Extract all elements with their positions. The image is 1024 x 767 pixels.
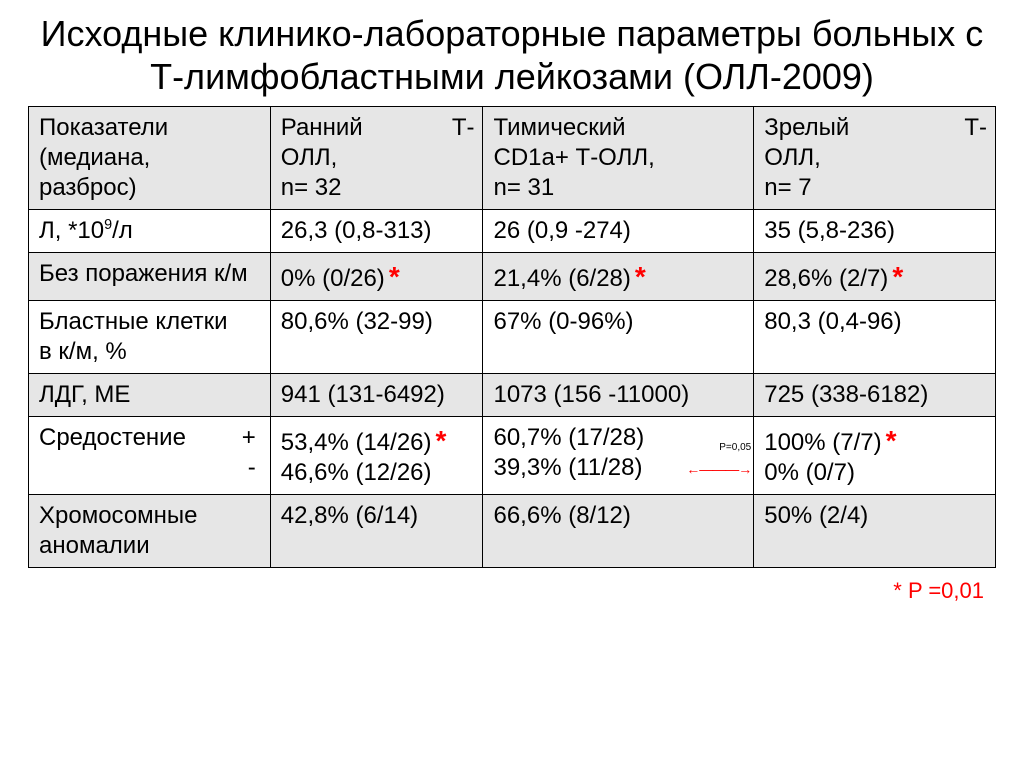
cell-value: 725 (338-6182) xyxy=(754,374,996,417)
hdr-text: ОЛЛ, xyxy=(281,144,338,171)
hdr-text: Зрелый xyxy=(764,113,849,143)
cell-value: 42,8% (6/14) xyxy=(270,495,483,568)
row-label: Бластные клетки в к/м, % xyxy=(29,301,271,374)
table-row: Хромосомные аномалии 42,8% (6/14) 66,6% … xyxy=(29,495,996,568)
value-text: 39,3% (11/28) xyxy=(493,454,642,481)
cell-value: 0% (0/26)* xyxy=(270,253,483,301)
hdr-text: Показатели xyxy=(39,114,168,141)
label-text: Бластные клетки xyxy=(39,308,228,335)
cell-value: 941 (131-6492) xyxy=(270,374,483,417)
cell-value: 1073 (156 -11000) xyxy=(483,374,754,417)
minus-sign: - xyxy=(248,454,256,481)
significance-star-icon: * xyxy=(635,261,646,292)
cell-value: 80,3 (0,4-96) xyxy=(754,301,996,374)
value-text: 60,7% (17/28) xyxy=(493,424,644,451)
hdr-text: Т- xyxy=(452,113,475,143)
cell-value: 35 (5,8-236) xyxy=(754,210,996,253)
value-text: 0% (0/26) xyxy=(281,265,385,292)
header-early-t: Ранний Т- ОЛЛ, n= 32 xyxy=(270,107,483,210)
cell-value: 60,7% (17/28) 39,3% (11/28) P=0,05 ←———→ xyxy=(483,417,754,495)
row-label: Без поражения к/м xyxy=(29,253,271,301)
label-text: /л xyxy=(112,217,133,244)
p-value-text: P=0,05 xyxy=(719,442,751,453)
hdr-text: n= 31 xyxy=(493,174,554,201)
cell-value: 26 (0,9 -274) xyxy=(483,210,754,253)
table-row: Бластные клетки в к/м, % 80,6% (32-99) 6… xyxy=(29,301,996,374)
parameters-table: Показатели (медиана, разброс) Ранний Т- … xyxy=(28,106,996,568)
table-row: Без поражения к/м 0% (0/26)* 21,4% (6/28… xyxy=(29,253,996,301)
significance-star-icon: * xyxy=(892,261,903,292)
p-value-annotation: P=0,05 ←———→ xyxy=(686,431,751,479)
hdr-text: Т- xyxy=(964,113,987,143)
cell-value: 80,6% (32-99) xyxy=(270,301,483,374)
cell-value: 21,4% (6/28)* xyxy=(483,253,754,301)
cell-value: 28,6% (2/7)* xyxy=(754,253,996,301)
hdr-text: разброс) xyxy=(39,174,137,201)
value-text: 53,4% (14/26) xyxy=(281,429,432,456)
value-text: 100% (7/7) xyxy=(764,429,881,456)
footnote-p-value: * P =0,01 xyxy=(28,578,984,604)
hdr-text: (медиана, xyxy=(39,144,150,171)
label-text: Хромосомные xyxy=(39,502,198,529)
significance-star-icon: * xyxy=(436,425,447,456)
plus-sign: + xyxy=(242,424,256,451)
header-thymic-t: Тимический CD1a+ Т-ОЛЛ, n= 31 xyxy=(483,107,754,210)
table-row: Л, *109/л 26,3 (0,8-313) 26 (0,9 -274) 3… xyxy=(29,210,996,253)
significance-star-icon: * xyxy=(886,425,897,456)
cell-value: 50% (2/4) xyxy=(754,495,996,568)
row-label: Средостение + - xyxy=(29,417,271,495)
cell-value: 100% (7/7)* 0% (0/7) xyxy=(754,417,996,495)
value-text: 0% (0/7) xyxy=(764,459,855,486)
hdr-text: n= 7 xyxy=(764,174,811,201)
header-indicators: Показатели (медиана, разброс) xyxy=(29,107,271,210)
value-text: 28,6% (2/7) xyxy=(764,265,888,292)
label-text: Средостение xyxy=(39,423,186,453)
table-row: ЛДГ, МЕ 941 (131-6492) 1073 (156 -11000)… xyxy=(29,374,996,417)
table-row: Средостение + - 53,4% (14/26)* 46,6% (12… xyxy=(29,417,996,495)
cell-value: 26,3 (0,8-313) xyxy=(270,210,483,253)
row-label: Хромосомные аномалии xyxy=(29,495,271,568)
label-text: Л, *10 xyxy=(39,217,104,244)
row-label: Л, *109/л xyxy=(29,210,271,253)
significance-star-icon: * xyxy=(389,261,400,292)
label-sup: 9 xyxy=(104,217,112,233)
label-text: в к/м, % xyxy=(39,338,127,365)
page-title: Исходные клинико-лабораторные параметры … xyxy=(28,12,996,98)
hdr-text: CD1a+ Т-ОЛЛ, xyxy=(493,144,654,171)
cell-value: 67% (0-96%) xyxy=(483,301,754,374)
table-header-row: Показатели (медиана, разброс) Ранний Т- … xyxy=(29,107,996,210)
hdr-text: n= 32 xyxy=(281,174,342,201)
value-text: 46,6% (12/26) xyxy=(281,459,432,486)
header-mature-t: Зрелый Т- ОЛЛ, n= 7 xyxy=(754,107,996,210)
value-text: 21,4% (6/28) xyxy=(493,265,630,292)
label-text: аномалии xyxy=(39,532,150,559)
double-arrow-icon: ←———→ xyxy=(686,461,751,477)
row-label: ЛДГ, МЕ xyxy=(29,374,271,417)
cell-value: 66,6% (8/12) xyxy=(483,495,754,568)
cell-value: 53,4% (14/26)* 46,6% (12/26) xyxy=(270,417,483,495)
hdr-text: ОЛЛ, xyxy=(764,144,821,171)
hdr-text: Тимический xyxy=(493,114,625,141)
hdr-text: Ранний xyxy=(281,113,363,143)
